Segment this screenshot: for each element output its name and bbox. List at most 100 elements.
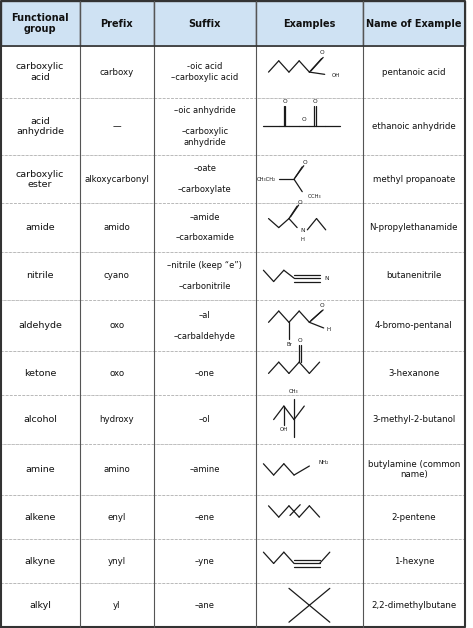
Bar [79, 155, 154, 203]
Text: hydroxy: hydroxy [99, 415, 134, 424]
Text: O: O [313, 99, 317, 104]
Bar [154, 203, 256, 252]
Text: amino: amino [104, 465, 130, 474]
Text: 4-bromo-pentanal: 4-bromo-pentanal [375, 321, 453, 330]
Bar [154, 300, 256, 351]
Text: -oic acid
–carboxylic acid: -oic acid –carboxylic acid [171, 62, 238, 82]
Text: –oate

–carboxylate: –oate –carboxylate [178, 165, 232, 194]
Bar [363, 583, 465, 627]
Text: pentanoic acid: pentanoic acid [382, 68, 446, 77]
Bar [0, 300, 79, 351]
Text: carboxy: carboxy [100, 68, 134, 77]
Bar [154, 495, 256, 539]
Text: carboxylic
acid: carboxylic acid [16, 62, 64, 82]
Text: H: H [327, 327, 331, 332]
Text: alkene: alkene [25, 512, 56, 522]
Text: N-propylethanamide: N-propylethanamide [369, 223, 458, 232]
Bar [256, 155, 363, 203]
Bar [154, 539, 256, 583]
Text: methyl propanoate: methyl propanoate [373, 175, 455, 184]
Bar [256, 444, 363, 495]
Text: O: O [319, 50, 324, 55]
Bar [154, 444, 256, 495]
Bar [256, 1, 363, 46]
Text: enyl: enyl [107, 512, 126, 522]
Text: ketone: ketone [24, 369, 56, 378]
Bar [0, 1, 79, 46]
Bar [256, 495, 363, 539]
Text: O: O [298, 200, 303, 205]
Text: carboxylic
ester: carboxylic ester [16, 170, 64, 189]
Bar [363, 396, 465, 444]
Text: cyano: cyano [104, 271, 130, 280]
Text: oxo: oxo [109, 369, 124, 378]
Text: alcohol: alcohol [23, 415, 57, 424]
Text: O: O [319, 303, 324, 308]
Bar [79, 252, 154, 300]
Bar [0, 396, 79, 444]
Bar [79, 351, 154, 396]
Text: acid
anhydride: acid anhydride [16, 117, 64, 136]
Bar [154, 1, 256, 46]
Bar [79, 300, 154, 351]
Bar [0, 495, 79, 539]
Bar [256, 203, 363, 252]
Bar [0, 252, 79, 300]
Bar [256, 46, 363, 98]
Text: N: N [324, 276, 329, 281]
Bar [363, 351, 465, 396]
Bar [363, 495, 465, 539]
Text: Name of Example: Name of Example [366, 19, 462, 28]
Bar [154, 46, 256, 98]
Text: amine: amine [26, 465, 55, 474]
Text: H: H [300, 237, 304, 242]
Text: amide: amide [26, 223, 55, 232]
Bar [363, 46, 465, 98]
Bar [363, 539, 465, 583]
Text: CH₃CH₂: CH₃CH₂ [257, 176, 276, 181]
Bar [256, 351, 363, 396]
Text: 2-pentene: 2-pentene [392, 512, 436, 522]
Bar [154, 155, 256, 203]
Text: Functional
group: Functional group [11, 13, 69, 35]
Text: –ol: –ol [199, 415, 211, 424]
Text: —: — [113, 122, 121, 131]
Text: alkoxycarbonyl: alkoxycarbonyl [84, 175, 149, 184]
Text: yl: yl [113, 601, 121, 610]
Bar [256, 300, 363, 351]
Bar [363, 444, 465, 495]
Text: alkyne: alkyne [25, 556, 56, 566]
Bar [79, 46, 154, 98]
Bar [0, 203, 79, 252]
Text: OH: OH [332, 73, 340, 78]
Text: –one: –one [195, 369, 215, 378]
Text: –al

–carbaldehyde: –al –carbaldehyde [174, 311, 236, 340]
Bar [154, 351, 256, 396]
Bar [79, 1, 154, 46]
Bar [0, 539, 79, 583]
Text: Prefix: Prefix [100, 19, 133, 28]
Text: OH: OH [280, 427, 288, 432]
Text: CH₃: CH₃ [289, 389, 299, 394]
Bar [154, 583, 256, 627]
Text: –nitrile (keep “e”)

–carbonitrile: –nitrile (keep “e”) –carbonitrile [167, 261, 242, 291]
Bar [363, 252, 465, 300]
Text: 2,2-dimethylbutane: 2,2-dimethylbutane [371, 601, 456, 610]
Bar [0, 583, 79, 627]
Text: O: O [298, 338, 302, 343]
Text: aldehyde: aldehyde [18, 321, 62, 330]
Text: amido: amido [104, 223, 130, 232]
Bar [256, 396, 363, 444]
Bar [363, 300, 465, 351]
Text: 1-hexyne: 1-hexyne [394, 556, 434, 566]
Text: 3-hexanone: 3-hexanone [388, 369, 439, 378]
Text: –ane: –ane [195, 601, 215, 610]
Bar [363, 98, 465, 155]
Text: NH₂: NH₂ [319, 460, 329, 465]
Bar [79, 495, 154, 539]
Bar [0, 98, 79, 155]
Text: –yne: –yne [195, 556, 215, 566]
Text: –ene: –ene [195, 512, 215, 522]
Text: Br: Br [286, 342, 292, 347]
Bar [256, 98, 363, 155]
